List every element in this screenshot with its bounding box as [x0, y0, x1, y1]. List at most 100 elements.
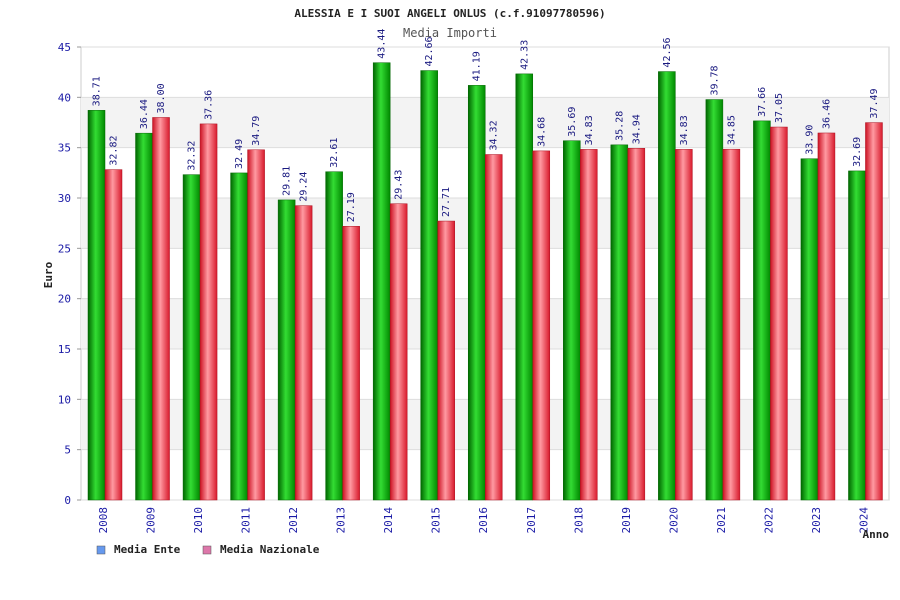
x-tick-label: 2020 — [667, 507, 680, 534]
y-tick-label: 0 — [64, 494, 71, 507]
bar-media-nazionale-2009 — [152, 117, 170, 501]
x-tick-label: 2013 — [335, 507, 348, 534]
bar-media-ente-2020 — [658, 71, 676, 501]
bar-media-ente-2021 — [705, 99, 724, 501]
bar-media-nazionale-2021 — [722, 148, 741, 501]
x-tick-label: 2010 — [192, 507, 205, 534]
y-tick-label: 30 — [58, 192, 71, 205]
legend-label-media-nazionale: Media Nazionale — [220, 543, 320, 556]
value-label-media-nazionale-2016: 34.32 — [489, 120, 500, 150]
bar-media-nazionale-2023 — [817, 132, 836, 501]
bar-media-nazionale-2010 — [199, 123, 218, 501]
value-label-media-ente-2024: 32.69 — [852, 137, 863, 167]
value-label-media-nazionale-2009: 38.00 — [156, 83, 167, 113]
value-label-media-ente-2021: 39.78 — [709, 65, 720, 95]
legend: Media Ente Media Nazionale — [96, 543, 320, 556]
x-tick-label: 2019 — [620, 507, 633, 534]
bars — [87, 62, 883, 501]
bar-media-ente-2012 — [277, 199, 296, 501]
bar-media-nazionale-2015 — [437, 220, 455, 501]
legend-swatch-media-ente — [96, 545, 106, 555]
x-tick-label: 2016 — [477, 507, 490, 534]
bar-media-ente-2013 — [325, 171, 343, 501]
y-tick-label: 10 — [58, 393, 71, 406]
bar-media-nazionale-2019 — [627, 148, 646, 501]
bar-media-nazionale-2008 — [104, 169, 123, 501]
y-tick-label: 25 — [58, 242, 71, 255]
value-label-media-ente-2013: 32.61 — [329, 138, 340, 168]
x-tick-label: 2011 — [240, 507, 253, 534]
y-tick-labels: 0 5 10 15 20 25 30 35 40 45 — [58, 41, 71, 507]
bar-media-nazionale-2024 — [865, 122, 883, 501]
y-tick-label: 15 — [58, 343, 71, 356]
bar-media-nazionale-2018 — [580, 149, 598, 501]
value-label-media-nazionale-2020: 34.83 — [679, 115, 690, 145]
value-label-media-nazionale-2022: 37.05 — [774, 93, 785, 123]
x-tick-labels: 2008 2009 2010 2011 2012 2013 2014 2015 2016 2017… — [97, 507, 870, 534]
bar-media-ente-2008 — [87, 110, 106, 501]
value-label-media-nazionale-2010: 37.36 — [204, 90, 215, 120]
x-tick-label: 2009 — [145, 507, 158, 534]
bar-media-ente-2019 — [610, 144, 629, 501]
value-label-media-ente-2019: 35.28 — [614, 111, 625, 141]
bar-media-ente-2010 — [182, 174, 201, 501]
bar-media-ente-2017 — [515, 73, 534, 501]
value-label-media-ente-2009: 36.44 — [139, 99, 150, 129]
value-label-media-nazionale-2014: 29.43 — [394, 170, 405, 200]
x-tick-label: 2022 — [762, 507, 775, 534]
value-label-media-nazionale-2013: 27.19 — [346, 192, 357, 222]
x-tick-label: 2015 — [430, 507, 443, 534]
value-label-media-nazionale-2011: 34.79 — [251, 116, 262, 146]
y-tick-label: 20 — [58, 293, 71, 306]
value-label-media-nazionale-2024: 37.49 — [869, 88, 880, 118]
x-axis-label: Anno — [863, 528, 890, 541]
bar-media-ente-2024 — [848, 170, 866, 501]
value-label-media-ente-2017: 42.33 — [519, 40, 530, 70]
bar-media-ente-2009 — [135, 132, 153, 501]
bar-media-nazionale-2014 — [389, 203, 408, 501]
value-label-media-ente-2022: 37.66 — [757, 87, 768, 117]
legend-label-media-ente: Media Ente — [114, 543, 181, 556]
value-label-media-nazionale-2012: 29.24 — [299, 172, 310, 202]
y-tick-label: 45 — [58, 41, 71, 54]
value-label-media-ente-2023: 33.90 — [804, 125, 815, 155]
bar-media-nazionale-2022 — [770, 126, 788, 501]
chart-subtitle: Media Importi — [403, 26, 497, 40]
bar-media-nazionale-2012 — [294, 205, 313, 501]
x-tick-label: 2024 — [857, 507, 870, 534]
x-tick-label: 2021 — [715, 507, 728, 534]
bar-media-nazionale-2020 — [675, 149, 693, 501]
value-label-media-nazionale-2018: 34.83 — [584, 115, 595, 145]
value-label-media-nazionale-2015: 27.71 — [441, 187, 452, 217]
bar-media-ente-2016 — [467, 85, 486, 501]
value-label-media-nazionale-2019: 34.94 — [631, 114, 642, 144]
value-label-media-ente-2012: 29.81 — [282, 166, 293, 196]
value-label-media-ente-2016: 41.19 — [472, 51, 483, 81]
y-tick-label: 35 — [58, 142, 71, 155]
y-tick-label: 5 — [64, 444, 71, 457]
legend-swatch-media-nazionale — [202, 545, 212, 555]
value-label-media-nazionale-2021: 34.85 — [726, 115, 737, 145]
value-label-media-ente-2008: 38.71 — [92, 76, 103, 106]
bar-media-nazionale-2016 — [484, 154, 503, 501]
value-label-media-nazionale-2008: 32.82 — [109, 136, 120, 166]
x-tick-label: 2008 — [97, 507, 110, 534]
bar-media-ente-2015 — [420, 70, 438, 501]
value-label-media-ente-2011: 32.49 — [234, 139, 245, 169]
value-label-media-ente-2015: 42.66 — [424, 36, 435, 66]
bar-media-nazionale-2013 — [342, 226, 360, 501]
x-tick-label: 2014 — [382, 507, 395, 534]
value-label-media-nazionale-2017: 34.68 — [536, 117, 547, 147]
value-label-media-ente-2010: 32.32 — [187, 141, 198, 171]
value-label-media-ente-2018: 35.69 — [567, 107, 578, 137]
bar-media-nazionale-2011 — [247, 149, 265, 501]
bar-media-ente-2014 — [372, 62, 391, 501]
y-tick-label: 40 — [58, 91, 71, 104]
bar-media-ente-2022 — [753, 120, 771, 501]
value-label-media-nazionale-2023: 36.46 — [821, 99, 832, 129]
value-labels: 38.71 32.82 36.44 38.00 32.32 37.36 32.49 34.79… — [92, 29, 880, 223]
value-label-media-ente-2014: 43.44 — [377, 29, 388, 59]
bar-media-nazionale-2017 — [532, 150, 551, 501]
x-tick-label: 2023 — [810, 507, 823, 534]
